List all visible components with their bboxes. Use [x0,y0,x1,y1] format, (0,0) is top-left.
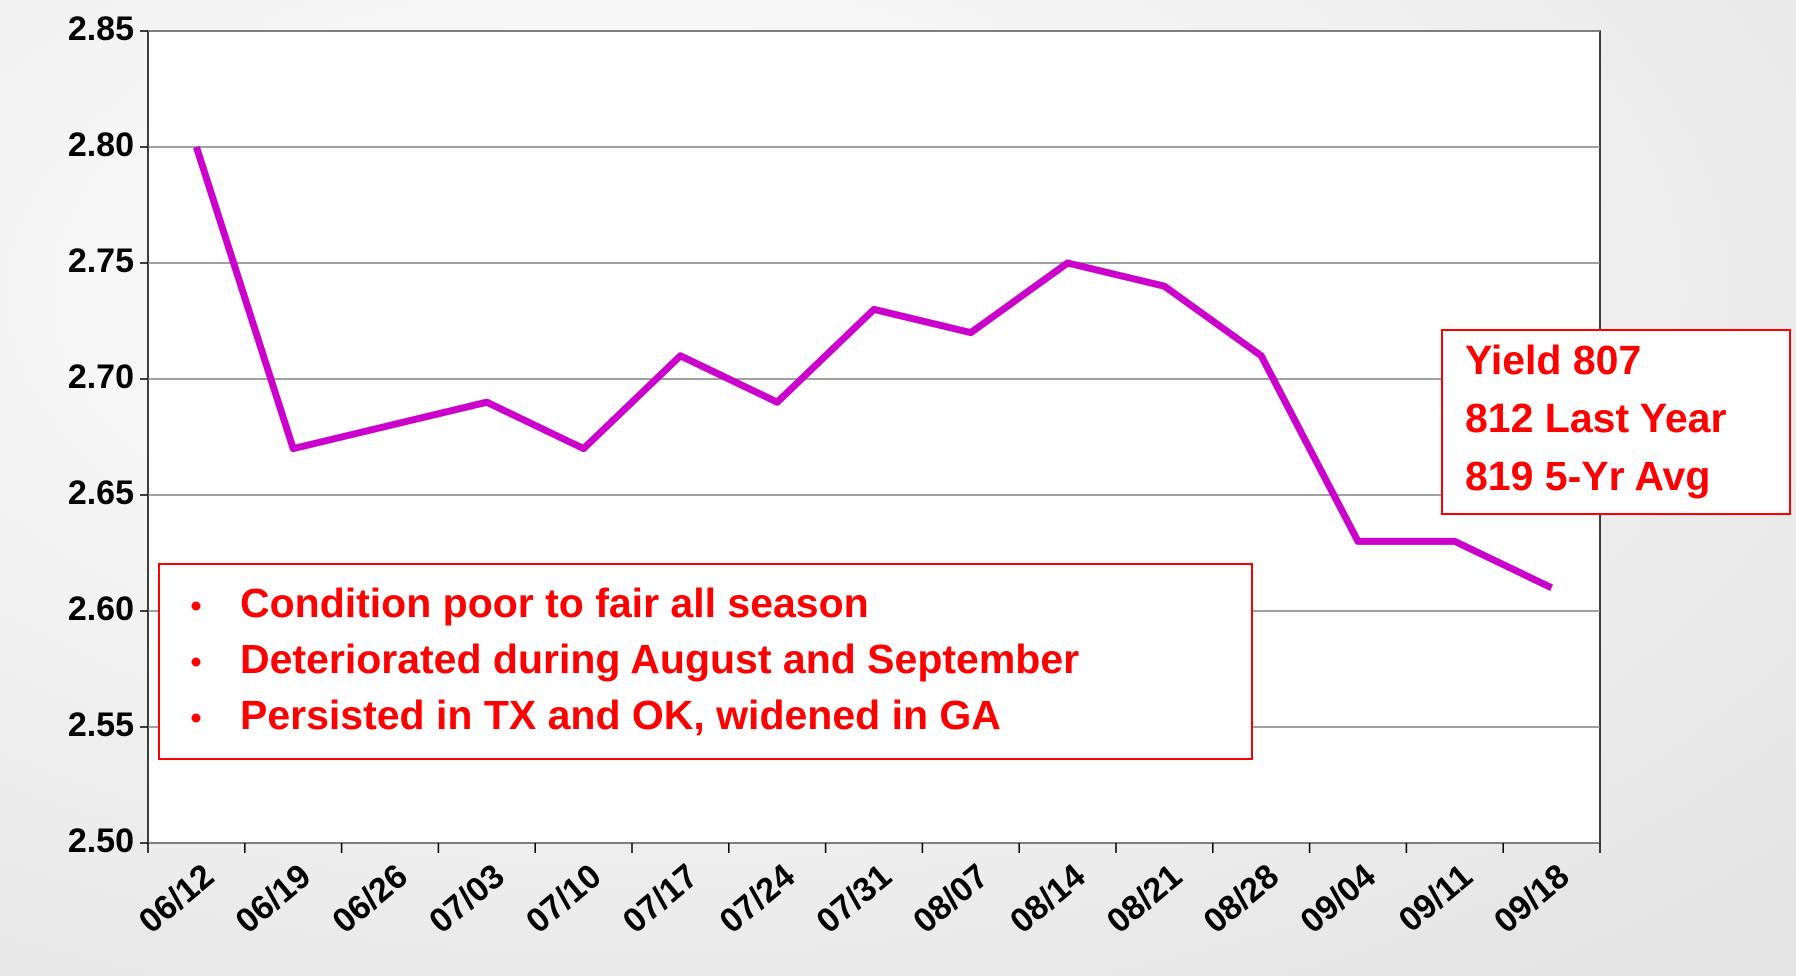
y-tick-label: 2.80 [68,126,134,164]
bullet-box [158,563,1253,760]
y-tick-label: 2.85 [68,10,134,48]
bullet [191,601,201,611]
marks [193,145,1554,591]
bullet-text: Condition poor to fair all season [240,580,869,626]
bullet-text: Persisted in TX and OK, widened in GA [240,692,1001,738]
yield-box [1441,329,1791,515]
yield-text: 819 5-Yr Avg [1465,453,1710,499]
y-tick-label: 2.60 [68,590,134,628]
annotations: Condition poor to fair all season Deterio… [158,329,1791,760]
yield-text: 812 Last Year [1465,395,1726,441]
y-tick-label: 2.70 [68,358,134,396]
y-tick-label: 2.55 [68,706,134,744]
bullet-text: Deteriorated during August and September [240,636,1079,682]
bullet [191,657,201,667]
y-tick-label: 2.65 [68,474,134,512]
y-tick-label: 2.75 [68,242,134,280]
bullet [191,713,201,723]
y-tick-label: 2.50 [68,822,134,860]
yield-text: Yield 807 [1465,337,1641,383]
line [193,145,1554,591]
